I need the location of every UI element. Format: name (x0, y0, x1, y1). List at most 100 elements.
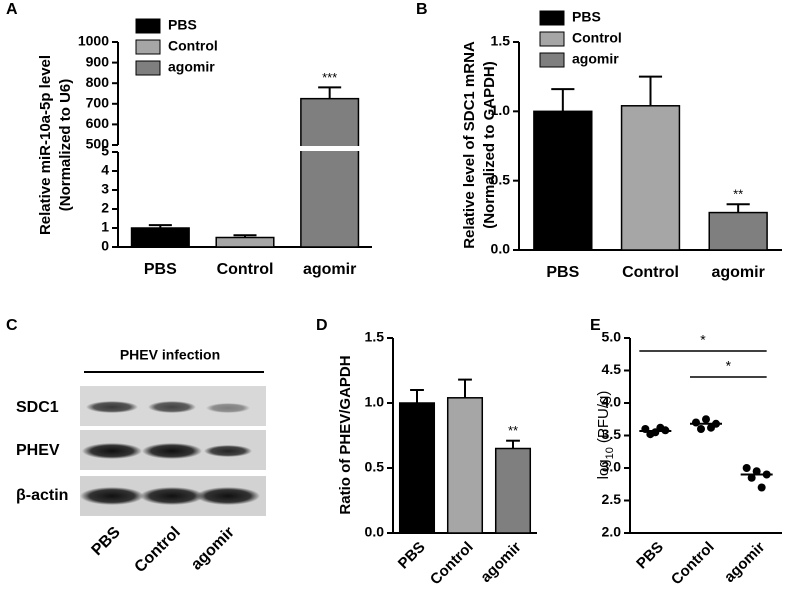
blot-band (140, 487, 204, 505)
y-axis-label: (Normalized to U6) (57, 79, 74, 212)
y-axis-label-unit: (PFU/g) (595, 391, 612, 444)
y-axis-label: Ratio of PHEV/GAPDH (337, 355, 354, 514)
y-axis-label: Relative level of SDC1 mRNA (461, 41, 478, 249)
blot-band (80, 487, 144, 505)
legend-label: PBS (572, 9, 601, 25)
x-tick-label: PBS (546, 264, 579, 281)
legend-label: agomir (168, 59, 215, 75)
legend-swatch (539, 31, 565, 47)
bar (130, 227, 190, 248)
y-tick-label: 900 (86, 53, 110, 69)
legend-swatch (539, 10, 565, 26)
blot-column-label: agomir (188, 524, 238, 574)
y-axis-label-sub: 10 (604, 447, 616, 459)
blot: PHEV infection SDC1 PHEV β-actin PBS Con… (16, 347, 266, 576)
x-tick-label: Control (217, 261, 274, 278)
blot-band (148, 401, 196, 413)
y-tick-label: 1.0 (365, 394, 385, 410)
blot-band (142, 443, 202, 459)
panel-label: A (6, 1, 18, 18)
y-tick-label: 1000 (78, 33, 109, 49)
y-tick-label: 1 (101, 219, 109, 235)
panel-label: D (316, 317, 328, 334)
y-tick-label: 5 (101, 143, 109, 159)
blot-band (206, 403, 250, 413)
x-tick-label: agomir (477, 539, 524, 586)
x-tick-label: agomir (711, 264, 764, 281)
bar (398, 402, 436, 534)
legend-label: PBS (168, 17, 197, 33)
annotation: *** (322, 70, 337, 85)
y-tick-label: 3.0 (602, 459, 622, 475)
blot-row-label: SDC1 (16, 399, 59, 416)
x-tick-label: Control (668, 539, 718, 589)
y-tick-label: 4 (101, 162, 109, 178)
x-tick-label: Control (622, 264, 679, 281)
x-tick-label: PBS (395, 539, 429, 573)
panel-label: E (590, 317, 601, 334)
annotation: ** (733, 187, 743, 202)
y-tick-label: 0.0 (365, 524, 385, 540)
y-axis-label-text: log (595, 459, 612, 479)
y-axis-label: log10 (PFU/g) (595, 391, 616, 480)
legend-label: Control (168, 38, 218, 54)
y-tick-label: 600 (86, 115, 110, 131)
blot-column-label: Control (132, 524, 184, 576)
x-tick-label: PBS (144, 261, 177, 278)
significance-label: * (700, 332, 706, 348)
y-tick-label: 4.5 (602, 361, 622, 377)
legend-label: agomir (572, 51, 619, 67)
y-tick-label: 1.5 (365, 329, 385, 345)
significance-label: * (726, 358, 732, 374)
bar (494, 447, 532, 534)
legend-label: Control (572, 30, 622, 46)
annotation: ** (508, 423, 518, 438)
point (702, 415, 710, 424)
bar (446, 397, 484, 534)
axis-break (108, 146, 372, 151)
y-axis-label: (Normalized to GAPDH) (481, 61, 498, 229)
panel-label: B (416, 1, 428, 18)
blot-column-label: PBS (89, 524, 125, 560)
blot-row-label: β-actin (16, 487, 68, 504)
panel-label: C (6, 317, 18, 334)
x-tick-label: PBS (633, 539, 667, 573)
y-tick-label: 500 (86, 136, 110, 152)
y-tick-label: 1.5 (491, 33, 511, 49)
y-tick-label: 0.5 (491, 171, 511, 187)
bar (533, 110, 593, 251)
y-tick-label: 0 (101, 238, 109, 254)
legend-swatch (539, 52, 565, 68)
point (752, 467, 761, 476)
bar (708, 211, 768, 251)
bar (620, 105, 681, 251)
point (692, 418, 700, 427)
y-tick-label: 0.5 (365, 459, 385, 475)
blot-band (82, 443, 142, 459)
y-tick-label: 2.0 (602, 524, 622, 540)
y-tick-label: 3.5 (602, 426, 622, 442)
y-axis-label: Relative miR-10a-5p level (37, 55, 54, 235)
y-tick-label: 800 (86, 74, 110, 90)
bar (215, 236, 275, 248)
y-tick-label: 700 (86, 95, 110, 111)
bar (300, 97, 360, 248)
x-tick-label: agomir (303, 261, 356, 278)
y-tick-label: 2 (101, 200, 109, 216)
x-tick-label: Control (427, 539, 477, 589)
point (697, 425, 705, 433)
legend-swatch (135, 18, 161, 34)
x-tick-label: agomir (721, 539, 768, 586)
blot-title: PHEV infection (120, 347, 220, 363)
y-tick-label: 0.0 (491, 241, 511, 257)
blot-band (196, 487, 260, 505)
y-tick-label: 4.0 (602, 394, 622, 410)
legend-swatch (135, 60, 161, 76)
point (757, 483, 766, 492)
blot-band (204, 445, 252, 457)
legend-swatch (135, 39, 161, 55)
y-tick-label: 3 (101, 181, 109, 197)
y-tick-label: 5.0 (602, 329, 622, 345)
y-tick-label: 2.5 (602, 491, 622, 507)
